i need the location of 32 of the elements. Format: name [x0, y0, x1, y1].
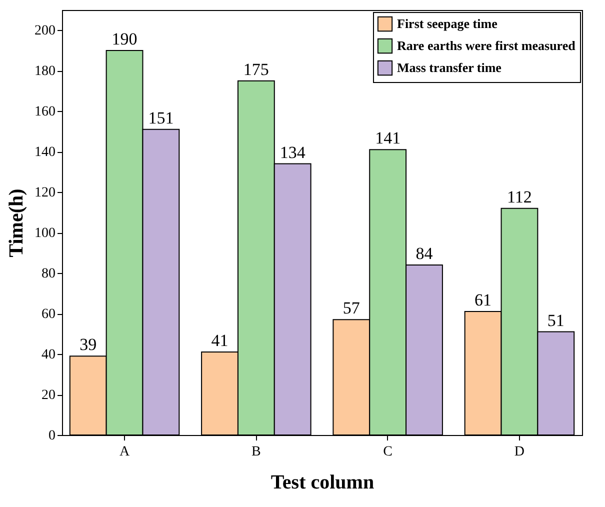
y-tick-label: 80 [42, 266, 56, 282]
y-tick-label: 20 [42, 388, 56, 404]
x-tick-label: D [514, 444, 525, 460]
y-tick-label: 180 [34, 64, 56, 80]
y-tick-label: 100 [34, 226, 56, 242]
y-tick-label: 40 [42, 348, 56, 363]
data-label: 84 [416, 244, 434, 263]
y-axis-title: Time(h) [6, 188, 28, 258]
data-label: 175 [243, 60, 269, 79]
legend-label: Rare earths were first measured [397, 38, 576, 53]
legend-label: Mass transfer time [397, 60, 502, 75]
y-tick-label: 0 [48, 428, 56, 444]
y-tick-label: 60 [42, 307, 56, 322]
data-label: 41 [211, 331, 228, 350]
y-tick-label: 120 [34, 186, 56, 201]
x-tick-label: A [119, 444, 130, 460]
legend-label: First seepage time [397, 16, 498, 31]
data-label: 151 [148, 108, 174, 128]
y-tick-label: 160 [34, 104, 56, 120]
x-tick-label: B [252, 444, 261, 460]
data-label: 190 [112, 29, 138, 48]
x-axis-title: Test column [270, 472, 374, 494]
data-label: 39 [80, 335, 97, 354]
data-label: 61 [474, 290, 492, 310]
x-tick-label: C [383, 444, 392, 460]
y-tick-label: 200 [34, 24, 56, 39]
y-tick-label: 140 [34, 145, 56, 160]
data-label: 57 [342, 298, 360, 318]
data-label: 141 [375, 128, 401, 148]
data-label: 112 [507, 187, 532, 206]
data-label: 134 [280, 142, 306, 162]
data-label: 51 [547, 310, 564, 330]
